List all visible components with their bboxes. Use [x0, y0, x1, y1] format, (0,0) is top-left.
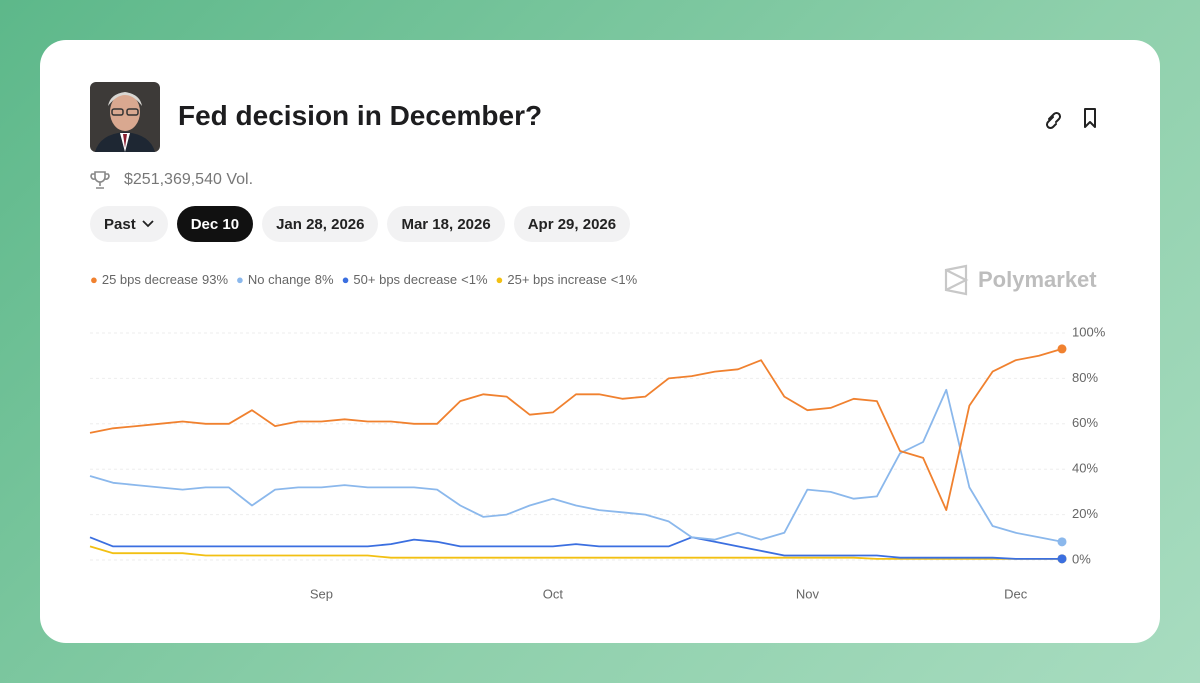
y-tick-label: 100%	[1072, 324, 1106, 339]
market-card: Fed decision in December? $251,369,540 V…	[40, 40, 1160, 643]
actions	[1045, 108, 1096, 130]
tab[interactable]: Past	[90, 206, 168, 242]
legend-marker: ●	[90, 272, 98, 287]
y-tick-label: 0%	[1072, 551, 1091, 566]
bookmark-button[interactable]	[1084, 108, 1096, 128]
series-line	[89, 388, 1063, 543]
legend-value: <1%	[611, 272, 638, 287]
avatar	[90, 82, 160, 152]
series-line	[89, 348, 1063, 511]
legend-marker: ●	[342, 272, 350, 287]
brand-logo	[944, 264, 969, 296]
end-marker	[1057, 537, 1067, 547]
x-tick-label: Dec	[1004, 586, 1028, 601]
y-tick-label: 60%	[1072, 415, 1098, 430]
legend-marker: ●	[496, 272, 504, 287]
legend-label: No change	[248, 272, 311, 287]
tab[interactable]: Dec 10	[176, 206, 254, 242]
y-tick-label: 40%	[1072, 461, 1098, 476]
x-tick-label: Sep	[310, 586, 333, 601]
title: Fed decision in December?	[178, 100, 543, 131]
legend-value: <1%	[461, 272, 488, 287]
volume: $251,369,540 Vol.	[90, 170, 253, 190]
tab-label: Past	[104, 215, 136, 233]
tab-label: Mar 18, 2026	[401, 215, 491, 233]
link-button[interactable]	[1045, 111, 1062, 130]
tab-label: Apr 29, 2026	[527, 215, 617, 233]
legend: ● 25 bps decrease 93% ● No change 8% ● 50+ bps …	[90, 272, 638, 287]
legend-label: 25 bps decrease	[102, 272, 198, 287]
tab[interactable]: Mar 18, 2026	[387, 206, 505, 242]
series-line	[89, 545, 1062, 560]
volume-text: $251,369,540 Vol.	[124, 171, 254, 188]
tab-label: Dec 10	[190, 215, 240, 233]
legend-marker: ●	[236, 272, 244, 287]
legend-value: 93%	[202, 272, 228, 287]
y-tick-label: 20%	[1072, 506, 1098, 521]
series-line	[89, 536, 1062, 560]
tab[interactable]: Jan 28, 2026	[262, 206, 379, 242]
tabs: Past Dec 10 Jan 28, 2026 Mar 18, 2026 Apr 29…	[90, 206, 631, 242]
legend-label: 50+ bps decrease	[353, 272, 457, 287]
tab-label: Jan 28, 2026	[276, 215, 365, 233]
x-tick-label: Oct	[543, 586, 564, 601]
legend-label: 25+ bps increase	[507, 272, 606, 287]
end-marker	[1057, 554, 1067, 564]
y-tick-label: 80%	[1072, 370, 1098, 385]
tab[interactable]: Apr 29, 2026	[513, 206, 631, 242]
legend-value: 8%	[315, 272, 334, 287]
chevron	[142, 220, 154, 228]
trophy-icon	[90, 171, 110, 189]
brand: Polymarket	[978, 267, 1097, 292]
x-tick-label: Nov	[796, 586, 820, 601]
end-marker	[1057, 344, 1067, 354]
